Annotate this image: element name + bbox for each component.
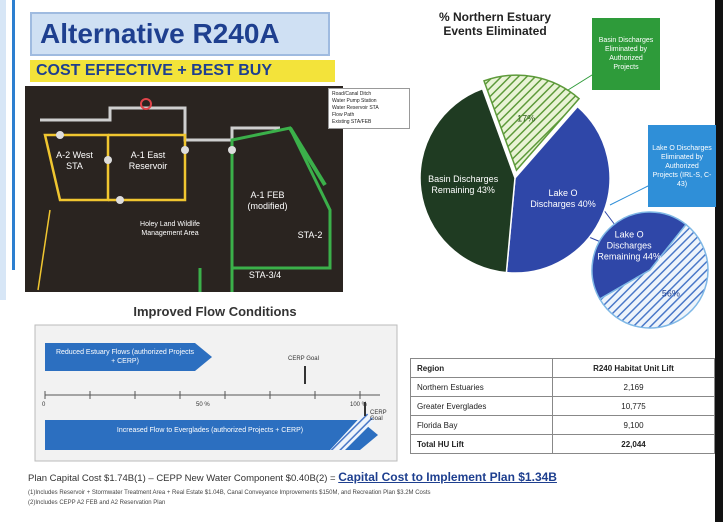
window-edge bbox=[0, 0, 6, 300]
map-label: A-1 East Reservoir bbox=[118, 150, 178, 172]
legend-item: Water Reservoir STA bbox=[332, 105, 406, 112]
map-label: A-1 FEB (modified) bbox=[240, 190, 295, 212]
map-label: A-2 West STA bbox=[52, 150, 97, 172]
slice-label: Lake O Discharges 40% bbox=[527, 188, 599, 210]
cell: 9,100 bbox=[553, 416, 715, 435]
map-label: Holey Land Wildlife Management Area bbox=[120, 220, 220, 238]
map-label: STA-3/4 bbox=[240, 270, 290, 281]
arrow-label: Increased Flow to Everglades (authorized… bbox=[100, 426, 320, 435]
window-edge bbox=[12, 0, 15, 270]
footnote: (1)Includes Reservoir + Stormwater Treat… bbox=[28, 490, 431, 496]
slice-label: 17% bbox=[490, 113, 562, 124]
pie-title: % Northern Estuary Events Eliminated bbox=[420, 10, 570, 38]
slide: Alternative R240A COST EFFECTIVE + BEST … bbox=[0, 0, 723, 522]
cell: Total HU Lift bbox=[411, 435, 553, 454]
legend-item: Road/Canal Ditch bbox=[332, 91, 406, 98]
footnote: (2)Includes CEPP A2 FEB and A2 Reservati… bbox=[28, 500, 165, 506]
map-label: STA-2 bbox=[290, 230, 330, 241]
node bbox=[116, 196, 124, 204]
header-cell: R240 Habitat Unit Lift bbox=[553, 359, 715, 378]
callout: Lake O Discharges Eliminated by Authoriz… bbox=[648, 125, 716, 207]
node bbox=[181, 146, 189, 154]
legend-item: Water Pump Station bbox=[332, 98, 406, 105]
legend-item: Flow Path bbox=[332, 112, 406, 119]
axis-label: 50 % bbox=[196, 402, 210, 408]
subtitle: COST EFFECTIVE + BEST BUY bbox=[30, 60, 335, 82]
axis-label: 100 % bbox=[350, 402, 367, 408]
window-edge bbox=[715, 0, 723, 522]
cell: 22,044 bbox=[553, 435, 715, 454]
goal-label: CERP Goal bbox=[370, 410, 394, 422]
cell: Florida Bay bbox=[411, 416, 553, 435]
title: Alternative R240A bbox=[30, 12, 330, 56]
cell: 10,775 bbox=[553, 397, 715, 416]
cell: Northern Estuaries bbox=[411, 378, 553, 397]
cost-text: Plan Capital Cost $1.74B(1) – CEPP New W… bbox=[28, 473, 338, 484]
habitat-table: Region R240 Habitat Unit Lift Northern E… bbox=[410, 358, 715, 454]
node bbox=[56, 131, 64, 139]
slice-label: Lake O Discharges Remaining 44% bbox=[593, 229, 665, 262]
map-legend: Road/Canal Ditch Water Pump Station Wate… bbox=[328, 88, 410, 129]
slice-label: Basin Discharges Remaining 43% bbox=[427, 174, 499, 196]
axis-label: 0 bbox=[42, 402, 45, 408]
cost-line: Plan Capital Cost $1.74B(1) – CEPP New W… bbox=[28, 470, 723, 484]
node bbox=[104, 156, 112, 164]
header-cell: Region bbox=[411, 359, 553, 378]
arrow-increased bbox=[45, 420, 378, 450]
legend-item: Existing STA/FEB bbox=[332, 119, 406, 126]
cell: 2,169 bbox=[553, 378, 715, 397]
slice-label: 56% bbox=[635, 289, 707, 300]
cell: Greater Everglades bbox=[411, 397, 553, 416]
table-header: Region R240 Habitat Unit Lift bbox=[411, 359, 715, 378]
connector bbox=[610, 185, 650, 205]
cost-total: Capital Cost to Implement Plan $1.34B bbox=[338, 470, 557, 484]
goal-label: CERP Goal bbox=[288, 356, 319, 362]
flow-title: Improved Flow Conditions bbox=[35, 304, 395, 319]
callout: Basin Discharges Eliminated by Authorize… bbox=[592, 18, 660, 90]
node bbox=[228, 146, 236, 154]
arrow-label: Reduced Estuary Flows (authorized Projec… bbox=[55, 348, 195, 366]
